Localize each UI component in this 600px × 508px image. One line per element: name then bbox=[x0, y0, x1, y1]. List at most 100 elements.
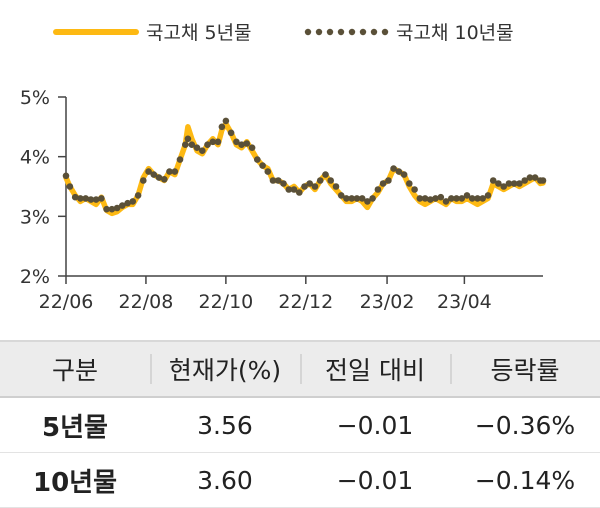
series-point-10y bbox=[343, 195, 350, 202]
series-point-10y bbox=[406, 180, 413, 187]
series-point-10y bbox=[468, 195, 476, 202]
series-point-10y bbox=[358, 195, 366, 202]
legend-label-5y: 국고채 5년물 bbox=[146, 22, 252, 44]
series-point-10y bbox=[458, 195, 466, 202]
series-point-10y bbox=[327, 177, 335, 184]
y-tick-label: 4% bbox=[20, 147, 50, 169]
series-point-10y bbox=[421, 195, 429, 202]
series-point-10y bbox=[479, 195, 487, 202]
table-row: 5년물 3.56 −0.01 −0.36% bbox=[0, 397, 600, 453]
series-point-10y bbox=[129, 198, 137, 205]
series-point-10y bbox=[280, 180, 287, 187]
series-point-10y bbox=[316, 177, 324, 184]
legend-dot-10y bbox=[381, 28, 389, 36]
legend-label-10y: 국고채 10년물 bbox=[396, 22, 514, 44]
series-point-10y bbox=[332, 183, 340, 190]
series-point-10y bbox=[87, 196, 95, 203]
series-point-10y bbox=[124, 199, 131, 207]
series-point-10y bbox=[463, 192, 471, 199]
series-point-10y bbox=[155, 174, 163, 181]
series-point-10y bbox=[98, 195, 105, 202]
series-point-10y bbox=[374, 186, 382, 193]
series-point-10y bbox=[119, 202, 126, 209]
x-tick-label: 23/02 bbox=[360, 291, 415, 313]
series-point-10y bbox=[209, 138, 217, 146]
legend-dot-10y bbox=[370, 28, 378, 36]
series-point-10y bbox=[145, 168, 152, 175]
y-tick-label: 3% bbox=[20, 206, 50, 228]
series-point-10y bbox=[453, 195, 460, 202]
series-point-10y bbox=[489, 177, 497, 184]
series-point-10y bbox=[395, 168, 403, 175]
series-point-10y bbox=[416, 195, 424, 202]
series-point-10y bbox=[285, 186, 293, 193]
series-point-10y bbox=[474, 195, 481, 202]
series-point-10y bbox=[505, 180, 513, 187]
series-point-10y bbox=[113, 204, 121, 212]
legend-swatch-10y bbox=[304, 28, 389, 36]
series-point-10y bbox=[526, 174, 534, 181]
header-category: 구분 bbox=[0, 340, 150, 398]
series-point-10y bbox=[264, 168, 272, 175]
series-point-10y bbox=[400, 171, 408, 178]
series-point-10y bbox=[108, 205, 116, 213]
y-axis-ticks: 2% 3% 4% 5% bbox=[20, 87, 66, 288]
series-point-10y bbox=[77, 195, 84, 202]
series-point-10y bbox=[92, 196, 100, 203]
header-current-price: 현재가(%) bbox=[150, 340, 300, 398]
y-tick-label: 5% bbox=[20, 87, 50, 109]
series-point-10y bbox=[227, 129, 235, 137]
series-point-10y bbox=[233, 138, 240, 146]
series-point-10y bbox=[243, 140, 251, 147]
table-row: 10년물 3.60 −0.01 −0.14% bbox=[0, 452, 600, 508]
series-point-10y bbox=[296, 189, 303, 196]
series-point-10y bbox=[539, 177, 547, 184]
series-point-10y bbox=[199, 147, 206, 154]
day-change-cell: −0.01 bbox=[300, 452, 450, 508]
series-point-10y bbox=[448, 195, 455, 202]
series-point-10y bbox=[103, 205, 110, 213]
yield-summary-table: 구분 현재가(%) 전일 대비 등락률 5년물 3.56 −0.01 −0.36… bbox=[0, 340, 600, 508]
series-point-10y bbox=[218, 123, 226, 131]
series-point-10y bbox=[193, 144, 201, 151]
series-point-10y bbox=[259, 162, 266, 169]
series-point-10y bbox=[390, 165, 397, 172]
series-point-10y bbox=[500, 183, 508, 190]
series-point-10y bbox=[166, 168, 173, 175]
series-point-10y bbox=[204, 141, 211, 148]
series-point-10y bbox=[311, 183, 319, 190]
x-tick-label: 22/08 bbox=[119, 291, 174, 313]
day-change-cell: −0.01 bbox=[300, 397, 450, 453]
series-point-10y bbox=[510, 180, 518, 187]
header-change-rate: 등락률 bbox=[450, 340, 600, 398]
series-point-10y bbox=[516, 180, 523, 187]
series-point-10y bbox=[442, 198, 450, 205]
series-point-10y bbox=[140, 177, 147, 184]
series-point-10y bbox=[134, 192, 142, 199]
series-point-10y bbox=[322, 171, 329, 178]
current-price-cell: 3.60 bbox=[150, 452, 300, 508]
series-point-10y bbox=[369, 195, 376, 202]
x-tick-label: 22/06 bbox=[39, 291, 94, 313]
series-point-10y bbox=[437, 193, 445, 201]
x-axis-ticks: 22/06 22/08 22/10 22/12 23/02 23/04 bbox=[39, 276, 492, 313]
change-rate-cell: −0.14% bbox=[450, 452, 600, 508]
series-point-10y bbox=[337, 192, 345, 199]
series-point-10y bbox=[161, 176, 168, 183]
series-point-10y bbox=[348, 195, 356, 202]
series-point-10y bbox=[269, 177, 277, 184]
row-label: 10년물 bbox=[0, 452, 150, 508]
legend-dot-10y bbox=[359, 28, 367, 36]
row-label: 5년물 bbox=[0, 397, 150, 453]
series-point-10y bbox=[379, 180, 387, 187]
series-point-10y bbox=[182, 141, 189, 148]
yield-chart: 국고채 5년물 국고채 10년물 2% 3% 4% 5% 22/06 22/08 22/1… bbox=[20, 22, 547, 313]
series-point-10y bbox=[171, 168, 179, 175]
legend-dot-10y bbox=[315, 28, 323, 36]
series-point-10y bbox=[531, 174, 539, 181]
x-tick-label: 22/10 bbox=[198, 291, 253, 313]
series-point-10y bbox=[290, 186, 298, 193]
series-layer bbox=[62, 117, 547, 217]
y-tick-label: 2% bbox=[20, 266, 50, 288]
series-point-10y bbox=[214, 138, 222, 146]
